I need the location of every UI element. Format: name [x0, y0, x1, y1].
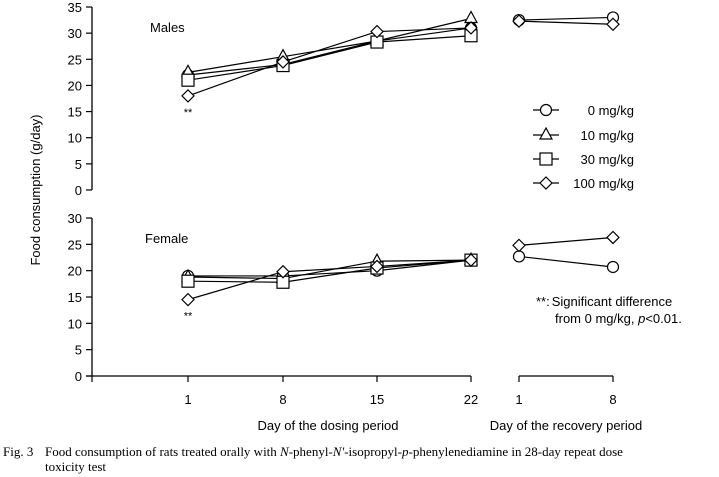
data-point-males-diamond: [464, 21, 478, 35]
caption-part: p: [402, 444, 409, 459]
axes: 0 5 10 15 20 25 30 35 0 5 10 15 20 25 30 1 8 15 22 1 8: [68, 0, 617, 407]
series-line-males-2: [187, 35, 472, 81]
significance-mark-female: **: [184, 311, 193, 323]
data-point-recovery-female-diamond: [512, 238, 526, 253]
legend-marker-square: [539, 152, 553, 166]
note-prefix: **:: [536, 294, 550, 309]
data-point-males-square: [181, 73, 195, 87]
y-tick-label-males: 10: [68, 131, 82, 146]
data-point-female-diamond: [276, 264, 290, 279]
data-point-males-diamond: [276, 55, 290, 69]
y-tick-label-female: 0: [75, 369, 82, 384]
y-tick-label-males: 30: [68, 26, 82, 41]
series-line-males-3: [187, 27, 472, 97]
x-tick-label-dosing: 15: [370, 392, 384, 407]
y-tick-label-males: 5: [75, 157, 82, 172]
svg-text:from 0 mg/kg, p<0.01.: from 0 mg/kg, p<0.01.: [555, 311, 682, 326]
figure-number: Fig. 3: [3, 444, 34, 459]
y-tick-label-males: 20: [68, 78, 82, 93]
data-point-female-diamond: [181, 292, 195, 307]
y-tick-label-males: 15: [68, 105, 82, 120]
data-point-males-triangle: [463, 10, 479, 24]
x-tick-label-dosing: 8: [279, 392, 286, 407]
y-tick-label-female: 30: [68, 211, 82, 226]
data-point-recovery-female-circle: [512, 250, 526, 263]
series-recovery-line-female-0: [518, 255, 614, 268]
caption-part: -phenyl-: [288, 444, 333, 459]
legend-marker-circle: [539, 103, 553, 117]
x-axis-title-dosing: Day of the dosing period: [258, 418, 399, 433]
series-line-female-2: [187, 259, 472, 283]
series-recovery-line-males-3: [518, 20, 614, 25]
series-recovery-line-female-3: [518, 236, 614, 246]
series-layer: ** **: [180, 10, 620, 323]
figure-caption: Fig. 3 Food consumption of rats treated o…: [3, 444, 719, 474]
significance-note: **: Significant difference from 0 mg/kg, …: [536, 294, 682, 326]
data-point-recovery-males-diamond: [606, 17, 620, 32]
data-point-recovery-female-diamond: [606, 230, 620, 245]
legend-label: 30 mg/kg: [581, 152, 634, 167]
significance-mark-males: **: [184, 107, 193, 119]
caption-part: -phenylenediamine in 28-day repeat dose: [408, 444, 623, 459]
legend-label: 0 mg/kg: [588, 103, 634, 118]
series-recovery-line-males-0: [518, 16, 614, 21]
svg-text:**:Significant difference: **: Significant difference: [536, 294, 672, 309]
y-tick-label-males: 35: [68, 0, 82, 15]
legend-label: 100 mg/kg: [573, 176, 634, 191]
data-point-female-square: [181, 274, 195, 288]
y-tick-label-female: 10: [68, 316, 82, 331]
series-line-males-1: [187, 17, 472, 73]
caption-part: Food consumption of rats treated orally …: [45, 444, 281, 459]
series-line-female-0: [188, 259, 472, 277]
series-line-female-1: [187, 259, 472, 280]
caption-line2: toxicity test: [45, 459, 107, 474]
caption-text: Food consumption of rats treated orally …: [45, 444, 623, 459]
legend-marker-diamond: [539, 176, 553, 190]
legend-marker-triangle: [538, 126, 554, 140]
caption-part: N: [280, 444, 289, 459]
y-tick-label-males: 25: [68, 52, 82, 67]
food-consumption-chart: 0 5 10 15 20 25 30 35 0 5 10 15 20 25 30 1 8 15 22 1 8 **** …: [28, 0, 682, 433]
series-line-males-0: [187, 27, 472, 76]
y-tick-label-female: 25: [68, 237, 82, 252]
data-point-recovery-males-diamond: [512, 14, 526, 28]
x-tick-label-dosing: 1: [184, 392, 191, 407]
legend-label: 10 mg/kg: [581, 128, 634, 143]
y-axis-title: Food consumption (g/day): [28, 114, 43, 265]
x-tick-label-dosing: 22: [464, 392, 478, 407]
caption-part: -isopropyl-: [344, 444, 402, 459]
y-tick-label-males: 0: [75, 183, 82, 198]
data-point-males-diamond: [370, 24, 384, 39]
y-tick-label-female: 15: [68, 290, 82, 305]
note-line1: Significant difference: [552, 294, 672, 309]
data-point-recovery-female-circle: [606, 260, 620, 274]
data-point-males-diamond: [181, 89, 195, 103]
data-point-female-diamond: [370, 259, 384, 274]
panel-label-female: Female: [145, 231, 188, 246]
legend: 0 mg/kg 10 mg/kg 30 mg/kg 100 mg/kg: [533, 103, 634, 191]
data-point-female-diamond: [464, 253, 478, 267]
note-line2-suffix: <0.01.: [645, 311, 682, 326]
y-tick-label-female: 20: [68, 264, 82, 279]
x-axis-title-recovery: Day of the recovery period: [490, 418, 642, 433]
y-tick-label-female: 5: [75, 343, 82, 358]
note-line2: from 0 mg/kg,: [555, 311, 638, 326]
panel-label-males: Males: [150, 20, 185, 35]
x-tick-label-recovery: 1: [515, 392, 522, 407]
note-p-italic: p: [637, 311, 645, 326]
x-tick-label-recovery: 8: [609, 392, 616, 407]
series-line-female-3: [187, 259, 472, 301]
caption-part: N': [332, 444, 345, 459]
